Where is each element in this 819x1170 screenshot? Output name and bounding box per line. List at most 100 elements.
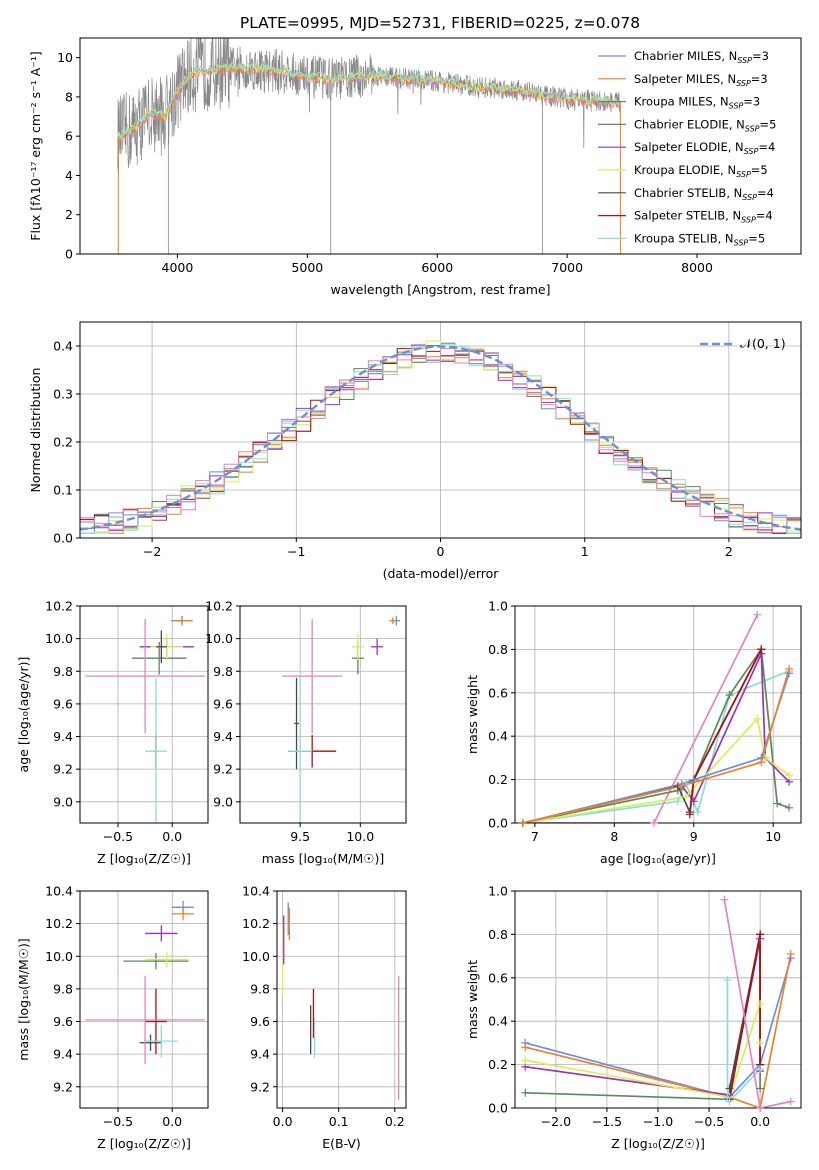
y-tick-label: 9.2 bbox=[53, 1079, 73, 1094]
y-tick-label: 0.6 bbox=[488, 970, 508, 985]
legend-entry-value: =4 bbox=[756, 209, 773, 223]
weight-marker bbox=[673, 797, 682, 806]
normal-curve bbox=[80, 345, 801, 531]
x-tick-label: 4000 bbox=[162, 260, 194, 275]
y-tick-label: 10.2 bbox=[45, 916, 73, 931]
y-tick-label: 9.8 bbox=[250, 981, 270, 996]
y-axis-label: mass weight bbox=[465, 960, 480, 1039]
weight-line bbox=[723, 899, 791, 1108]
x-axis-label: E(B-V) bbox=[322, 1136, 361, 1151]
panel-spectrum: 4000 5000 6000 7000 8000 0 2 4 6 8 10 wavelength [A… bbox=[28, 37, 802, 297]
x-tick-label: 10 bbox=[765, 829, 781, 844]
y-tick-label: 6 bbox=[65, 129, 73, 144]
weight-marker bbox=[756, 930, 765, 939]
legend-entry-value: =5 bbox=[748, 231, 765, 245]
weight-marker bbox=[723, 1093, 732, 1102]
legend-entry-value: =4 bbox=[758, 140, 775, 154]
y-tick-label: 0.2 bbox=[53, 435, 73, 450]
weight-line bbox=[522, 668, 790, 823]
figure-title: PLATE=0995, MJD=52731, FIBERID=0225, z=0… bbox=[240, 14, 640, 32]
weight-marker bbox=[753, 714, 762, 723]
weight-marker bbox=[756, 1104, 765, 1112]
x-tick-label: −0.5 bbox=[103, 829, 133, 844]
weight-marker bbox=[725, 690, 734, 699]
legend-entry-value: =3 bbox=[743, 95, 760, 109]
weight-marker bbox=[521, 1043, 530, 1052]
y-tick-label: 9.4 bbox=[250, 1047, 270, 1062]
y-tick-label: 0.0 bbox=[488, 1101, 508, 1116]
weight-marker bbox=[650, 819, 659, 827]
weight-marker bbox=[756, 1038, 765, 1047]
x-tick-label: 7000 bbox=[551, 260, 583, 275]
axes-frame bbox=[79, 37, 802, 255]
weight-marker bbox=[756, 999, 765, 1008]
axes-frame bbox=[276, 890, 407, 1109]
y-tick-label: 0.0 bbox=[53, 531, 73, 546]
weight-marker bbox=[757, 645, 766, 654]
weight-marker bbox=[785, 803, 794, 812]
y-tick-label: 9.6 bbox=[213, 696, 233, 711]
legend-entry: Salpeter STELIB, NSSP=4 bbox=[634, 209, 773, 225]
y-tick-label: 10.0 bbox=[242, 949, 270, 964]
weight-marker bbox=[723, 975, 732, 984]
y-tick-label: 9.8 bbox=[53, 664, 73, 679]
x-tick-label: 0.0 bbox=[162, 1114, 182, 1129]
axes-frame bbox=[79, 605, 209, 824]
y-axis-label: mass weight bbox=[465, 675, 480, 754]
y-tick-label: 10.4 bbox=[45, 884, 73, 899]
weight-marker bbox=[756, 1084, 765, 1093]
legend-entry-subscript: SSP bbox=[742, 193, 757, 202]
panel-age-vs-mass: 9.5 10.0 9.0 9.2 9.4 9.6 9.8 10.0 10.2 mass [log₁… bbox=[205, 599, 407, 866]
x-axis-label: Z [log₁₀(Z/Z☉)] bbox=[611, 1136, 705, 1151]
y-tick-label: 0.4 bbox=[53, 339, 73, 354]
y-tick-label: 9.6 bbox=[250, 1014, 270, 1029]
y-tick-label: 10.2 bbox=[205, 599, 233, 614]
x-tick-label: 8 bbox=[610, 829, 618, 844]
plot-area bbox=[80, 340, 801, 534]
y-tick-label: 0.4 bbox=[488, 729, 508, 744]
y-axis-label: age [log₁₀(age/yr)] bbox=[16, 657, 31, 773]
weight-marker bbox=[689, 775, 698, 784]
legend: 𝒩(0, 1) bbox=[700, 336, 786, 351]
weight-marker bbox=[757, 758, 766, 767]
weight-marker bbox=[677, 782, 686, 791]
x-tick-label: 0 bbox=[437, 544, 445, 559]
panel-residuals: −2 −1 0 1 2 0.0 0.1 0.2 0.3 0.4 (data-model)/error… bbox=[28, 321, 802, 581]
x-tick-label: 9.5 bbox=[290, 829, 310, 844]
panel-mass-weight-vs-Z: −2.0 −1.5 −1.0 −0.5 0.0 0.0 0.2 0.4 0.6 0.8 1.0 Z [… bbox=[465, 884, 802, 1151]
weight-marker bbox=[786, 1097, 795, 1106]
legend-entry-name: Kroupa ELODIE, N bbox=[634, 163, 736, 177]
y-tick-label: 0.4 bbox=[488, 1014, 508, 1029]
x-tick-label: 0.2 bbox=[385, 1114, 405, 1129]
legend-entry-value: =3 bbox=[752, 49, 769, 63]
x-axis-label: Z [log₁₀(Z/Z☉)] bbox=[97, 851, 191, 866]
weight-marker bbox=[773, 799, 782, 808]
legend-entry-name: Salpeter ELODIE, N bbox=[634, 140, 744, 154]
legend-entry: Kroupa STELIB, NSSP=5 bbox=[634, 231, 765, 247]
x-tick-label: 0.0 bbox=[750, 1114, 770, 1129]
y-tick-label: 10.2 bbox=[242, 916, 270, 931]
legend-entry-subscript: SSP bbox=[729, 102, 744, 111]
legend-entry-subscript: SSP bbox=[745, 124, 760, 133]
weight-line bbox=[524, 953, 792, 1108]
y-tick-label: 9.8 bbox=[53, 981, 73, 996]
y-tick-label: 1.0 bbox=[488, 599, 508, 614]
legend-entry: Salpeter ELODIE, NSSP=4 bbox=[634, 140, 775, 156]
weight-marker bbox=[785, 771, 794, 780]
y-tick-label: 9.8 bbox=[213, 664, 233, 679]
x-tick-label: 1 bbox=[581, 544, 589, 559]
x-tick-label: 0.0 bbox=[273, 1114, 293, 1129]
x-tick-label: 7 bbox=[531, 829, 539, 844]
x-tick-label: −2.0 bbox=[541, 1114, 571, 1129]
weight-marker bbox=[753, 610, 762, 619]
y-tick-label: 9.0 bbox=[53, 794, 73, 809]
legend-entry-subscript: SSP bbox=[737, 56, 752, 65]
legend-entry-subscript: SSP bbox=[736, 170, 751, 179]
y-axis-label: Normed distribution bbox=[28, 368, 43, 493]
y-tick-label: 10.0 bbox=[45, 631, 73, 646]
y-tick-label: 0.8 bbox=[488, 642, 508, 657]
y-tick-label: 0 bbox=[65, 247, 73, 262]
